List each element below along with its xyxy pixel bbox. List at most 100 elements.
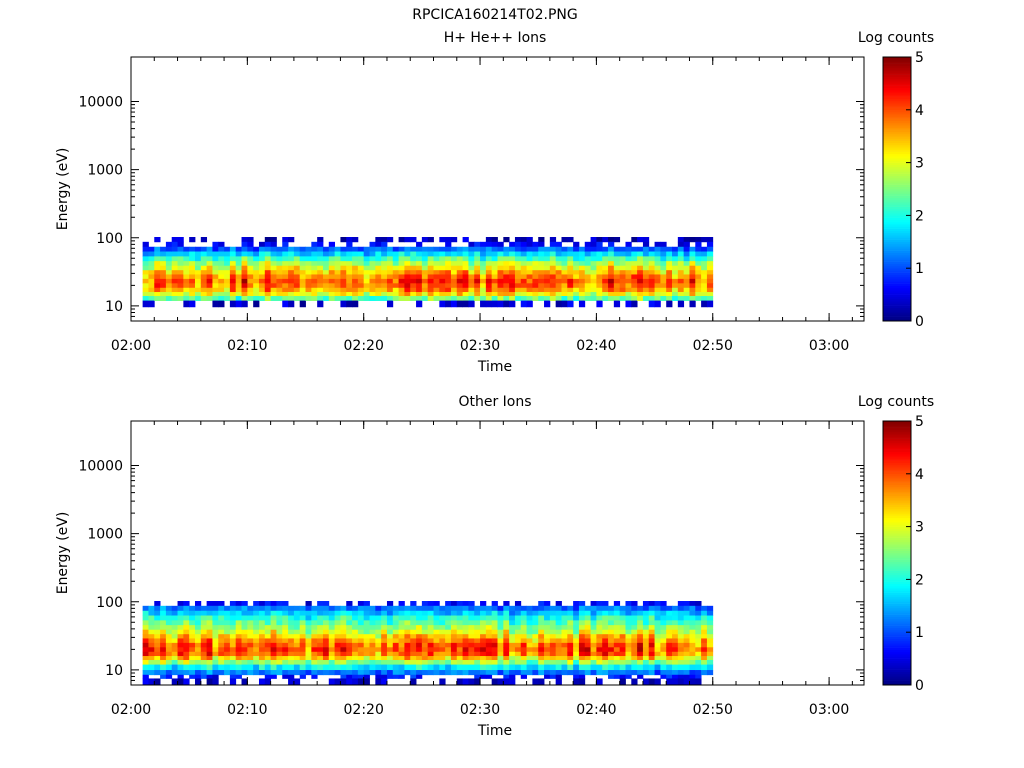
heatmap-cell xyxy=(689,656,696,661)
heatmap-cell xyxy=(660,674,667,679)
heatmap-cell xyxy=(590,246,597,252)
heatmap-cell xyxy=(608,615,615,621)
heatmap-cell xyxy=(456,615,463,621)
heatmap-cell xyxy=(474,620,481,626)
heatmap-cell xyxy=(450,283,458,289)
heatmap-cell xyxy=(340,620,347,626)
heatmap-cell xyxy=(212,647,219,653)
heatmap-cell xyxy=(613,620,621,626)
heatmap-cell xyxy=(485,278,493,284)
heatmap-cell xyxy=(171,629,178,635)
heatmap-cell xyxy=(462,660,469,665)
heatmap-cell xyxy=(218,256,225,262)
heatmap-cell xyxy=(578,278,586,284)
heatmap-cell xyxy=(677,660,685,665)
heatmap-cell xyxy=(474,642,481,648)
y-tick-label: 1000 xyxy=(87,527,123,543)
heatmap-cell xyxy=(538,664,545,671)
heatmap-cell xyxy=(189,246,196,252)
heatmap-cell xyxy=(258,647,266,653)
heatmap-cell xyxy=(433,265,440,271)
heatmap-cell xyxy=(555,601,562,607)
heatmap-cell xyxy=(142,292,149,297)
heatmap-cell xyxy=(456,610,463,616)
heatmap-cell xyxy=(299,278,306,284)
heatmap-cell xyxy=(154,274,161,280)
heatmap-cell xyxy=(363,642,370,648)
heatmap-cell xyxy=(608,670,615,676)
heatmap-cell xyxy=(258,670,266,676)
heatmap-cell xyxy=(224,261,231,267)
heatmap-cell xyxy=(439,283,446,289)
heatmap-cell xyxy=(596,647,603,653)
heatmap-cell xyxy=(299,246,306,252)
heatmap-cell xyxy=(520,261,527,267)
heatmap-cell xyxy=(503,615,510,621)
colorbar-segment xyxy=(883,638,911,642)
heatmap-cell xyxy=(160,610,167,616)
heatmap-cell xyxy=(363,251,370,257)
heatmap-cell xyxy=(264,241,272,248)
colorbar-segment xyxy=(883,601,911,604)
heatmap-cell xyxy=(357,292,365,297)
heatmap-cell xyxy=(183,660,190,665)
heatmap-cell xyxy=(258,664,266,671)
heatmap-cell xyxy=(177,674,184,679)
heatmap-cell xyxy=(212,265,219,271)
heatmap-cell xyxy=(596,270,603,275)
heatmap-cell xyxy=(631,265,638,271)
heatmap-cell xyxy=(381,610,388,616)
heatmap-cell xyxy=(352,237,359,243)
heatmap-cell xyxy=(212,629,219,635)
panel-other-ions: Other Ions Time Energy (eV) 02:00 02:10 02… xyxy=(55,394,934,739)
heatmap-cell xyxy=(509,610,516,616)
heatmap-cell xyxy=(398,642,405,648)
heatmap-cell xyxy=(264,296,272,301)
heatmap-cell xyxy=(352,620,359,626)
heatmap-cell xyxy=(264,265,272,271)
heatmap-cell xyxy=(706,664,714,671)
heatmap-cell xyxy=(619,270,626,275)
heatmap-cell xyxy=(491,287,498,293)
heatmap-cell xyxy=(369,610,376,616)
heatmap-cell xyxy=(317,300,324,308)
heatmap-cell xyxy=(235,601,242,607)
heatmap-cell xyxy=(689,634,696,639)
heatmap-cell xyxy=(689,246,696,252)
heatmap-cell xyxy=(706,660,714,665)
heatmap-cell xyxy=(497,292,504,297)
heatmap-cell xyxy=(282,660,289,665)
heatmap-cell xyxy=(293,670,301,676)
colorbar-segment xyxy=(883,202,911,205)
heatmap-cell xyxy=(677,270,685,275)
heatmap-cell xyxy=(573,610,580,616)
heatmap-cell xyxy=(538,605,545,612)
heatmap-cell xyxy=(334,670,341,676)
heatmap-cell xyxy=(578,625,586,631)
heatmap-cell xyxy=(200,656,208,661)
heatmap-cell xyxy=(462,634,469,639)
heatmap-cell xyxy=(596,265,603,271)
colorbar-segment xyxy=(883,634,911,637)
heatmap-cell xyxy=(218,287,225,293)
heatmap-cell xyxy=(363,274,370,280)
heatmap-cell xyxy=(573,625,580,631)
heatmap-cell xyxy=(462,283,469,289)
heatmap-cell xyxy=(608,656,615,661)
heatmap-cell xyxy=(445,634,452,639)
heatmap-cell xyxy=(416,274,423,280)
heatmap-cell xyxy=(474,278,481,284)
heatmap-cell xyxy=(270,664,277,671)
heatmap-cell xyxy=(666,610,673,616)
heatmap-cell xyxy=(305,292,312,297)
heatmap-cell xyxy=(352,651,359,657)
heatmap-cell xyxy=(253,634,260,639)
heatmap-cell xyxy=(706,638,714,644)
heatmap-cell xyxy=(311,246,318,252)
heatmap-cell xyxy=(497,610,504,616)
heatmap-cell xyxy=(625,241,632,248)
heatmap-cell xyxy=(590,251,597,257)
plot-frame xyxy=(130,420,865,686)
heatmap-cell xyxy=(392,664,400,671)
heatmap-cell xyxy=(410,292,417,297)
